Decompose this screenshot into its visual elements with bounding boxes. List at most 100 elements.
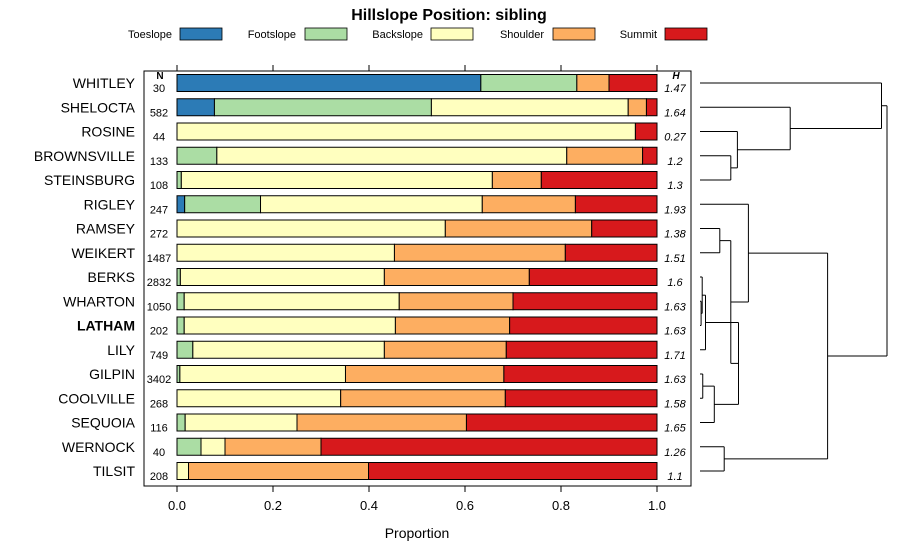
n-value: 272	[150, 229, 168, 241]
chart-title: Hillslope Position: sibling	[351, 7, 547, 24]
bar-segment-shoulder	[383, 340, 507, 359]
bar-segment-summit	[368, 462, 658, 480]
bar-row-brownsville	[176, 146, 658, 165]
h-value: 1.2	[667, 156, 682, 168]
h-value: 1.93	[664, 204, 686, 216]
bar-row-shelocta	[176, 98, 658, 117]
bar-segment-shoulder	[224, 437, 322, 456]
bar-segment-summit	[465, 413, 658, 432]
bar-segment-backslope	[216, 146, 568, 165]
bar-row-berks	[176, 268, 658, 286]
bar-segment-summit	[540, 171, 658, 189]
bar-segment-footslope	[176, 146, 218, 165]
dendrogram	[700, 82, 888, 472]
n-value: 40	[153, 447, 165, 459]
n-value: 1050	[147, 301, 171, 313]
bar-segment-backslope	[176, 389, 342, 408]
n-value: 133	[150, 156, 168, 168]
bar-row-tilsit	[176, 462, 658, 480]
bar-row-latham	[176, 316, 658, 335]
legend-swatch-summit	[664, 27, 708, 41]
bar-row-weikert	[176, 243, 658, 262]
x-axis-label: Proportion	[385, 525, 450, 541]
h-value: 1.58	[664, 398, 686, 410]
bar-segment-backslope	[183, 316, 396, 335]
bar-segment-backslope	[176, 219, 446, 238]
n-value: 208	[150, 471, 168, 483]
row-labels: WHITLEY SHELOCTA ROSINE BROWNSVILLE STEINSBU…	[34, 75, 136, 479]
n-column-header: N	[156, 71, 163, 82]
row-label: LATHAM	[77, 318, 135, 334]
x-axis-top	[176, 65, 658, 71]
bar-segment-backslope	[430, 98, 629, 117]
bar-segment-shoulder	[398, 292, 514, 311]
bar-segment-summit	[504, 389, 658, 408]
h-value: 1.51	[664, 253, 685, 265]
h-value: 1.47	[664, 83, 686, 95]
bar-segment-summit	[509, 316, 658, 335]
row-label: LILY	[107, 342, 135, 358]
bar-row-wernock	[176, 437, 658, 456]
h-value: 1.3	[667, 180, 683, 192]
n-value: 3402	[147, 374, 171, 386]
h-value: 1.26	[664, 447, 686, 459]
bar-row-steinsburg	[176, 171, 658, 189]
n-value: 247	[150, 204, 168, 216]
row-label: WERNOCK	[62, 439, 136, 455]
h-value: 1.65	[664, 423, 686, 435]
bar-segment-toeslope	[176, 195, 186, 214]
bar-segment-backslope	[176, 243, 395, 262]
bar-segment-summit	[574, 195, 658, 214]
legend: Toeslope Footslope Backslope Shoulder Summit	[128, 27, 708, 41]
bar-row-gilpin	[176, 365, 658, 383]
h-value: 1.38	[664, 229, 686, 241]
n-value: 116	[150, 423, 168, 435]
bar-segment-shoulder	[394, 316, 511, 335]
bar-segment-summit	[591, 219, 658, 238]
legend-label-backslope: Backslope	[372, 29, 423, 41]
bar-segment-summit	[528, 268, 658, 286]
row-label: TILSIT	[93, 463, 135, 479]
bar-segment-summit	[503, 365, 658, 383]
bar-segment-backslope	[176, 462, 190, 480]
legend-swatch-toeslope	[179, 27, 223, 41]
bar-segment-shoulder	[344, 365, 505, 383]
h-value: 1.6	[667, 277, 683, 289]
bar-row-rosine	[176, 122, 658, 141]
bar-segment-summit	[564, 243, 658, 262]
bar-segment-summit	[505, 340, 658, 359]
n-value: 202	[150, 326, 168, 338]
row-label: SEQUOIA	[71, 415, 135, 431]
row-label: BROWNSVILLE	[34, 148, 135, 164]
bar-segment-backslope	[200, 437, 226, 456]
bar-segment-shoulder	[393, 243, 566, 262]
bar-segment-backslope	[176, 122, 636, 141]
x-tick-label: 0.6	[456, 498, 474, 513]
n-value: 582	[150, 107, 168, 119]
bar-segment-footslope	[176, 437, 202, 456]
bar-segment-shoulder	[576, 74, 610, 92]
row-label: BERKS	[88, 269, 135, 285]
row-label: SHELOCTA	[61, 99, 136, 115]
bar-segment-summit	[512, 292, 658, 311]
bar-segment-shoulder	[383, 268, 530, 286]
legend-label-toeslope: Toeslope	[128, 29, 172, 41]
bar-segment-shoulder	[188, 462, 370, 480]
row-label: STEINSBURG	[44, 172, 135, 188]
bar-segment-summit	[320, 437, 658, 456]
bar-segment-summit	[645, 98, 658, 117]
bar-row-ramsey	[176, 219, 658, 238]
h-column-header: H	[672, 71, 680, 82]
bar-row-sequoia	[176, 413, 658, 432]
h-value: 1.64	[664, 107, 685, 119]
n-value: 108	[150, 180, 168, 192]
legend-swatch-footslope	[304, 27, 348, 41]
legend-label-summit: Summit	[620, 29, 657, 41]
bar-segment-footslope	[176, 171, 182, 189]
n-value: 44	[153, 132, 165, 144]
h-value: 1.1	[667, 471, 682, 483]
bar-segment-backslope	[260, 195, 483, 214]
bar-segment-backslope	[180, 171, 493, 189]
h-value: 1.71	[664, 350, 685, 362]
bar-segment-summit	[634, 122, 658, 141]
